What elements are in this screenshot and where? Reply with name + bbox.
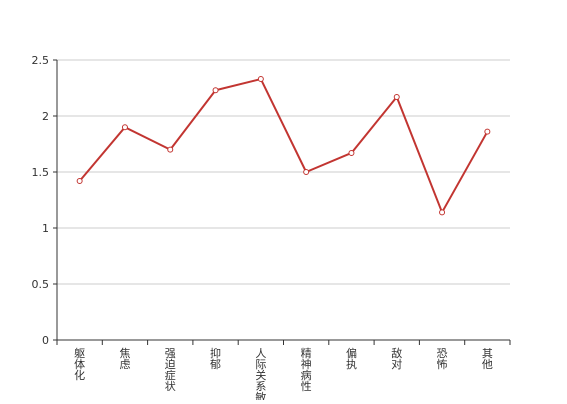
data-point [76, 177, 83, 184]
x-tick-label: 人际关系敏感 [255, 347, 266, 400]
y-tick-label: 0.5 [32, 278, 50, 291]
x-tick-label: 偏执 [346, 346, 357, 371]
y-tick-label: 1 [42, 222, 49, 235]
x-tick-label: 焦虑 [119, 347, 130, 371]
data-point [348, 149, 355, 156]
y-tick-label: 2.5 [32, 54, 50, 67]
data-point [167, 146, 174, 153]
x-tick-label: 抑郁 [210, 346, 221, 371]
data-point [393, 93, 400, 100]
series [76, 76, 491, 216]
grid-lines [57, 59, 510, 285]
x-tick-label: 强迫症状 [165, 347, 176, 393]
x-tick-label: 恐怖 [437, 347, 448, 371]
series-line [78, 78, 489, 214]
data-point [212, 87, 219, 94]
axes [53, 59, 511, 345]
y-tick-labels: 0 0.5 1 1.5 2 2.5 [32, 54, 50, 347]
x-tick-label: 其他 [482, 347, 493, 371]
y-tick-label: 2 [42, 110, 49, 123]
data-point [257, 76, 264, 83]
data-point [484, 128, 491, 135]
y-tick-label: 1.5 [32, 166, 50, 179]
data-point [439, 209, 446, 216]
y-tick-label: 0 [42, 334, 49, 347]
x-tick-label: 精神病性 [301, 347, 312, 393]
data-point [303, 169, 310, 175]
data-point [121, 124, 128, 131]
x-tick-label: 敌对 [391, 346, 402, 371]
x-tick-labels: 躯体化 焦虑 强迫症状 抑郁 人际关系敏感 精神病性 偏执 敌对 恐怖 其他 [74, 346, 493, 404]
x-tick-label: 躯体化 [74, 347, 85, 382]
